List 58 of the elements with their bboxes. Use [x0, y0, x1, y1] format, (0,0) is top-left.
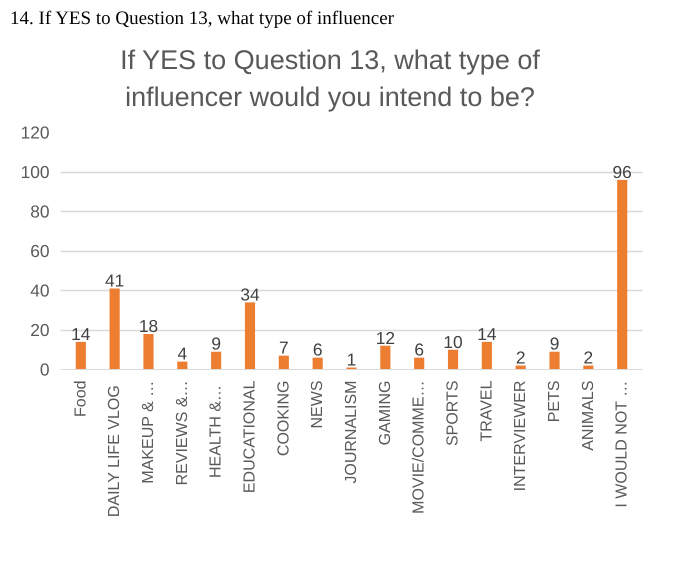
y-tick-label: 80	[30, 202, 50, 222]
data-label: 9	[211, 334, 221, 354]
data-label: 41	[105, 270, 124, 291]
x-tick-label: I WOULD NOT …	[614, 380, 631, 508]
x-tick-label: ANIMALS	[580, 380, 597, 451]
x-tick-label: DAILY LIFE VLOG	[106, 385, 124, 518]
bar	[110, 288, 120, 370]
data-label: 1	[346, 350, 356, 370]
data-label: 14	[477, 324, 497, 344]
data-label: 4	[177, 344, 188, 364]
bar	[549, 352, 560, 370]
data-label: 14	[71, 324, 91, 344]
y-tick-label: 20	[30, 320, 50, 340]
data-label: 9	[550, 334, 560, 354]
y-tick-label: 40	[30, 280, 50, 301]
x-tick-label: PETS	[546, 380, 564, 422]
x-tick-label: COOKING	[275, 380, 292, 456]
x-tick-label: JOURNALISM	[343, 380, 360, 484]
x-tick-label: GAMING	[376, 380, 394, 446]
x-tick-label: HEALTH &…	[208, 384, 225, 478]
data-label: 7	[279, 338, 289, 358]
chart-title: If YES to Question 13, what type of influencer would you intend to be?	[120, 44, 540, 114]
bar	[448, 350, 458, 370]
bar	[278, 356, 289, 370]
bar	[143, 334, 154, 370]
bar	[76, 342, 86, 370]
bar	[380, 346, 390, 370]
text: 14. If YES to Question 13, what type of influencer	[10, 7, 394, 31]
data-label: 10	[443, 332, 463, 352]
bar	[244, 302, 256, 370]
x-tick-label: NEWS	[309, 380, 326, 429]
y-tick-label: 120	[20, 122, 50, 143]
x-tick-label: REVIEWS &…	[174, 380, 191, 486]
data-label: 96	[612, 162, 632, 182]
bar	[617, 180, 628, 370]
bar	[516, 366, 526, 370]
x-tick-label: Food	[72, 380, 90, 417]
x-tick-label: SPORTS	[444, 380, 462, 446]
bar	[177, 362, 188, 370]
bar	[312, 358, 323, 370]
bar	[482, 342, 492, 370]
data-label: 34	[240, 284, 260, 304]
data-label: 6	[414, 340, 424, 360]
x-tick-label: TRAVEL	[478, 380, 496, 442]
bar	[414, 358, 424, 370]
x-tick-label: MOVIE/COMME…	[410, 380, 428, 514]
y-tick-label: 60	[30, 241, 50, 262]
data-label: 6	[312, 340, 322, 360]
y-tick-label: 100	[20, 162, 50, 182]
data-label: 18	[138, 316, 158, 336]
x-tick-label: EDUCATIONAL	[241, 380, 258, 494]
data-label: 2	[516, 348, 526, 368]
y-tick-label: 0	[40, 360, 50, 380]
x-tick-label: MAKEUP & …	[140, 380, 157, 484]
data-label: 12	[376, 328, 395, 348]
x-tick-label: INTERVIEWER	[512, 380, 530, 492]
data-label: 2	[584, 348, 594, 368]
bar	[211, 352, 222, 370]
